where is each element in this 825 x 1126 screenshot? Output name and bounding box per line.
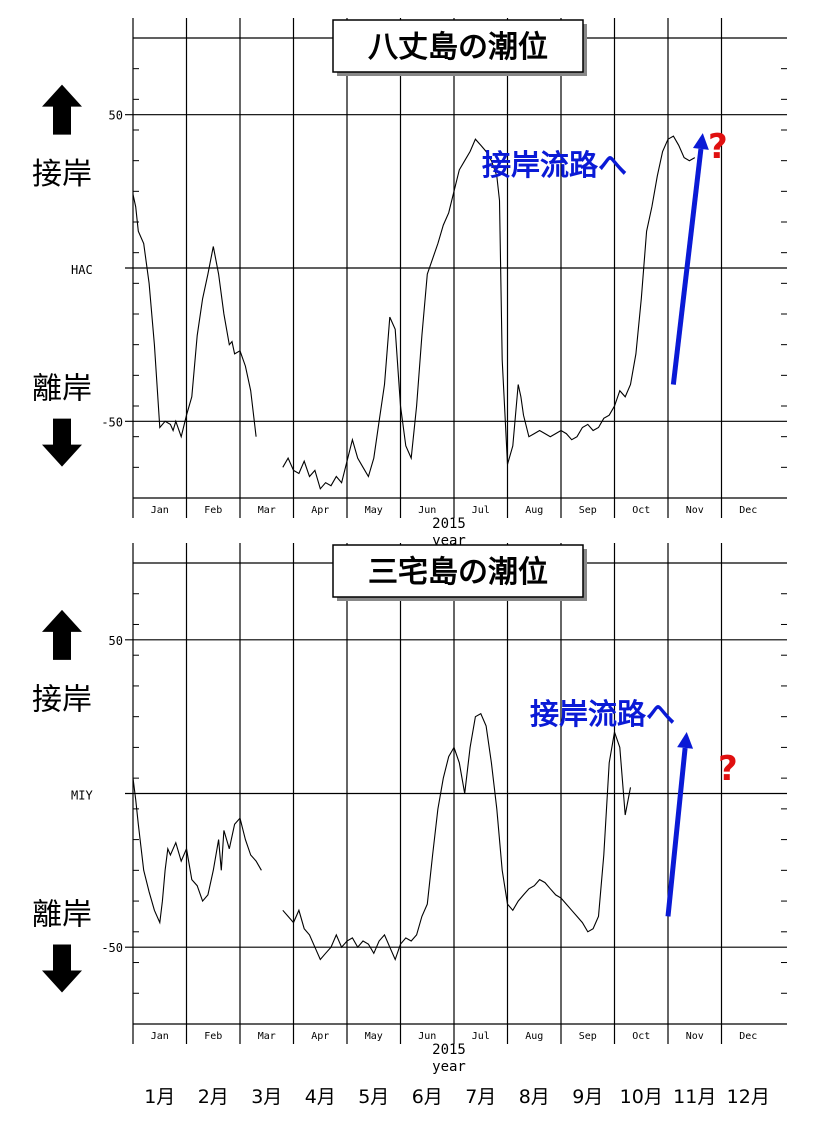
series-line-2 — [282, 135, 696, 490]
x-tick-label: Dec — [739, 505, 757, 516]
bottom-month-label: 9月 — [572, 1086, 603, 1108]
bottom-month-label: 2月 — [198, 1086, 229, 1108]
x-tick-label: Sep — [579, 505, 597, 516]
x-tick-label: Nov — [686, 505, 704, 516]
bottom-month-label: 8月 — [519, 1086, 550, 1108]
annotation-arrow — [670, 148, 704, 385]
y-tick-label: -50 — [101, 415, 123, 429]
chart-title: 八丈島の潮位 — [368, 30, 548, 65]
series-line-1 — [132, 194, 257, 439]
annotation-text: 接岸流路へ — [530, 697, 675, 731]
question-mark: ? — [708, 127, 728, 167]
x-tick-label: Apr — [311, 1031, 329, 1042]
lower-side-label: 離岸 — [32, 897, 92, 932]
bottom-month-label: 7月 — [465, 1086, 496, 1108]
series-line-1 — [132, 778, 262, 925]
x-tick-label: Aug — [525, 505, 543, 516]
x-tick-label: Jul — [472, 505, 490, 516]
x-tick-label: Jan — [151, 505, 169, 516]
x-tick-label: Sep — [579, 1031, 597, 1042]
x-tick-label: Jul — [472, 1031, 490, 1042]
bottom-month-label: 6月 — [412, 1086, 443, 1108]
year-label: 2015 — [432, 1042, 466, 1058]
x-tick-label: Feb — [204, 505, 222, 516]
y-tick-label: 50 — [109, 634, 123, 648]
lower-side-label: 離岸 — [32, 372, 92, 407]
bottom-month-label: 12月 — [727, 1086, 770, 1108]
x-tick-label: Oct — [632, 505, 650, 516]
bottom-month-label: 3月 — [251, 1086, 282, 1108]
station-label: MIY — [71, 789, 93, 803]
x-tick-label: Feb — [204, 1031, 222, 1042]
bottom-month-label: 10月 — [620, 1086, 663, 1108]
x-axis-title: year — [432, 1059, 466, 1075]
down-arrow-icon — [42, 418, 82, 467]
upper-side-label: 接岸 — [32, 157, 92, 192]
y-tick-label: 50 — [109, 109, 123, 123]
x-tick-label: May — [365, 1031, 383, 1042]
chart-title: 三宅島の潮位 — [368, 555, 548, 590]
question-mark: ? — [718, 749, 738, 789]
x-tick-label: Jun — [418, 505, 436, 516]
y-tick-label: -50 — [101, 941, 123, 955]
annotation-arrowhead — [677, 732, 694, 749]
annotation-arrowhead — [692, 133, 709, 150]
bottom-month-label: 4月 — [305, 1086, 336, 1108]
x-tick-label: Mar — [258, 505, 276, 516]
title-box — [332, 544, 584, 598]
x-tick-label: Dec — [739, 1031, 757, 1042]
station-label: HAC — [71, 263, 93, 277]
x-tick-label: Apr — [311, 505, 329, 516]
title-box — [332, 19, 584, 73]
bottom-month-labels: 1月 2月 3月 4月 5月 6月 7月 8月 9月 10月 11月 12月 — [144, 1086, 770, 1108]
x-tick-label: Nov — [686, 1031, 704, 1042]
x-tick-label: May — [365, 505, 383, 516]
up-arrow-icon — [42, 609, 82, 660]
x-tick-label: Jun — [418, 1031, 436, 1042]
x-tick-label: Oct — [632, 1031, 650, 1042]
x-tick-label: Jan — [151, 1031, 169, 1042]
upper-side-label: 接岸 — [32, 682, 92, 717]
down-arrow-icon — [42, 944, 82, 993]
chart-panel-2: -50 50 MIY Jan Feb Mar Apr May Jun Jul Aug Sep Oct No… — [32, 543, 787, 1075]
up-arrow-icon — [42, 84, 82, 135]
bottom-month-label: 11月 — [673, 1086, 716, 1108]
bottom-month-label: 1月 — [144, 1086, 175, 1108]
bottom-month-label: 5月 — [358, 1086, 389, 1108]
annotation-text: 接岸流路へ — [482, 148, 627, 182]
x-tick-label: Aug — [525, 1031, 543, 1042]
series-line-2 — [282, 712, 632, 962]
year-label: 2015 — [432, 516, 466, 532]
x-tick-label: Mar — [258, 1031, 276, 1042]
annotation-arrow — [665, 747, 688, 917]
chart-panel-1: -50 50 HAC Jan Feb Mar Apr May Jun Jul Aug Sep Oct No… — [32, 18, 787, 549]
